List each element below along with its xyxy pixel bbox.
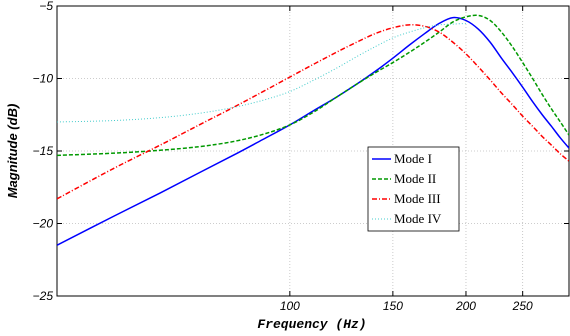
series-line-mode-iv	[57, 22, 466, 123]
x-tick-label: 200	[455, 299, 476, 313]
legend-label: Mode III	[394, 191, 441, 206]
x-tick-label: 150	[383, 299, 403, 313]
legend: Mode I Mode II Mode III Mode IV	[367, 146, 460, 232]
series-line-mode-iii	[57, 24, 569, 200]
legend-label: Mode II	[394, 171, 436, 186]
series-line-mode-i	[57, 16, 569, 246]
legend-label: Mode IV	[394, 211, 442, 226]
x-axis-label: Frequency (Hz)	[257, 317, 366, 332]
x-tick-label: 250	[512, 299, 533, 313]
x-tick-label: 100	[280, 299, 300, 313]
legend-box	[367, 146, 460, 232]
y-tick-label: −5	[39, 0, 53, 13]
y-tick-label: −15	[33, 144, 54, 158]
legend-label: Mode I	[394, 151, 432, 166]
series-line-mode-ii	[57, 14, 569, 157]
y-tick-label: −20	[33, 217, 54, 231]
y-axis-label: Magnitude (dB)	[5, 104, 20, 199]
grid	[57, 6, 569, 296]
tick-labels: −25 −20 −15 −10 −5 100 150 200 250	[33, 0, 569, 313]
y-tick-label: −10	[33, 72, 54, 86]
y-tick-label: −25	[33, 289, 54, 303]
